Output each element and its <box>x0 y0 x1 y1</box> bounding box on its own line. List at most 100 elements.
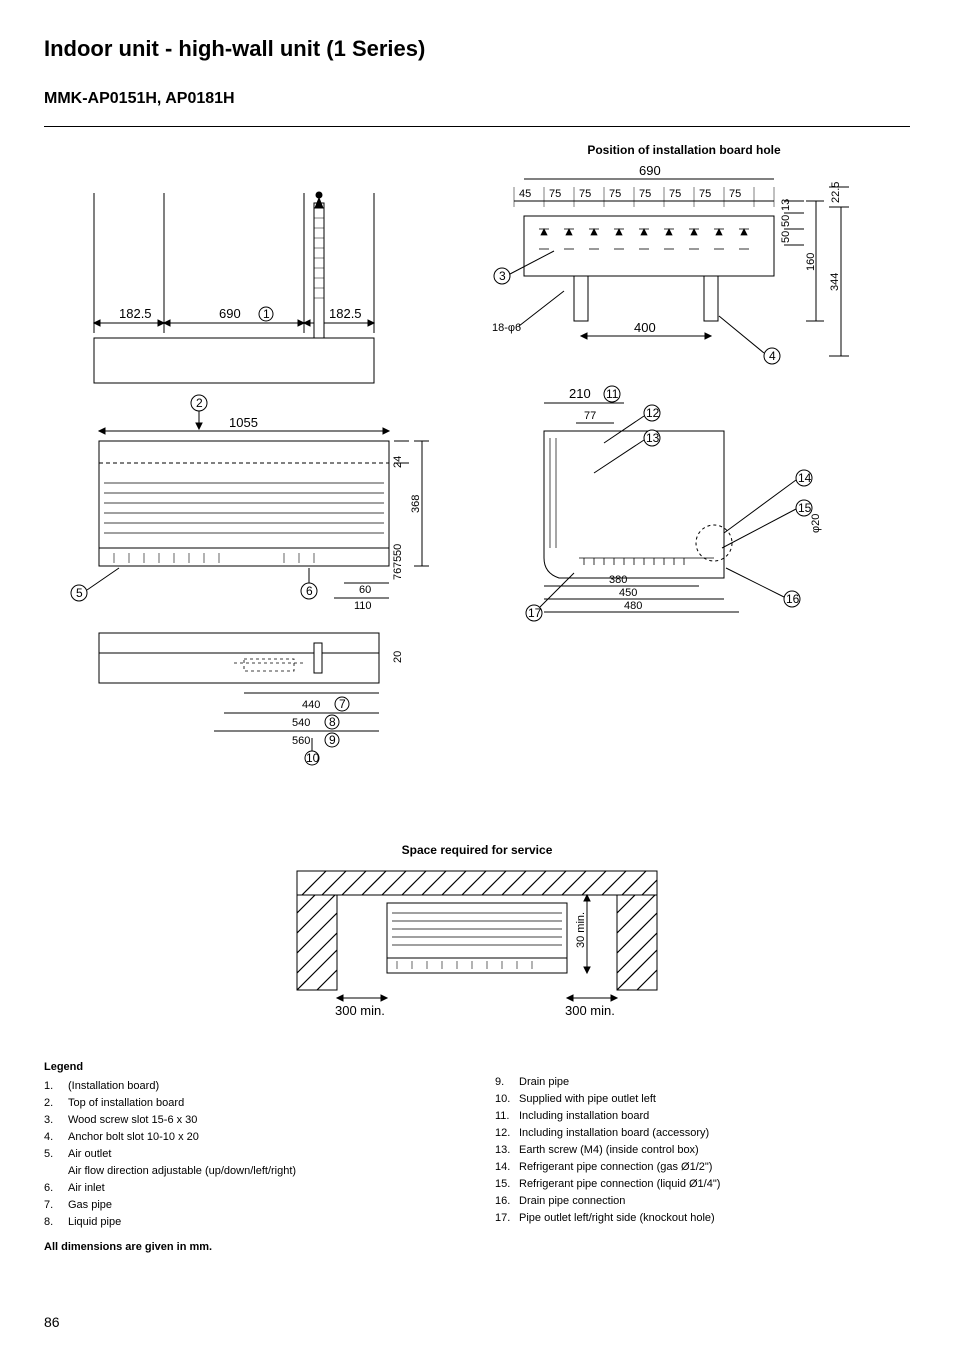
legend-num: 12. <box>495 1125 519 1142</box>
svg-text:75: 75 <box>669 188 681 200</box>
legend-num: 17. <box>495 1210 519 1227</box>
svg-text:75: 75 <box>729 188 741 200</box>
svg-text:560: 560 <box>292 735 310 747</box>
legend-text: Refrigerant pipe connection (liquid Ø1/4… <box>519 1176 720 1193</box>
legend-num: 16. <box>495 1193 519 1210</box>
legend-row: 3.Wood screw slot 15-6 x 30 <box>44 1112 459 1129</box>
svg-text:690: 690 <box>639 163 661 178</box>
legend-row: 4.Anchor bolt slot 10-10 x 20 <box>44 1129 459 1146</box>
legend-num: 13. <box>495 1142 519 1159</box>
svg-text:480: 480 <box>624 600 642 612</box>
svg-text:110: 110 <box>354 600 372 612</box>
svg-text:22.5: 22.5 <box>830 182 842 203</box>
svg-text:20: 20 <box>392 651 404 663</box>
legend-text: Liquid pipe <box>68 1214 121 1231</box>
legend-text: Gas pipe <box>68 1197 112 1214</box>
svg-text:10: 10 <box>306 751 320 765</box>
svg-text:30 min.: 30 min. <box>575 912 587 948</box>
legend-row: 7.Gas pipe <box>44 1197 459 1214</box>
legend-row: 2.Top of installation board <box>44 1095 459 1112</box>
label-position: Position of installation board hole <box>534 143 834 157</box>
svg-text:440: 440 <box>302 699 320 711</box>
svg-text:18-φ6: 18-φ6 <box>492 322 521 334</box>
svg-text:24: 24 <box>392 456 404 468</box>
svg-text:7: 7 <box>339 697 346 711</box>
legend-text: Anchor bolt slot 10-10 x 20 <box>68 1129 199 1146</box>
legend-num: 15. <box>495 1176 519 1193</box>
legend-row: 5.Air outlet <box>44 1146 459 1163</box>
legend-row: 14.Refrigerant pipe connection (gas Ø1/2… <box>495 1159 910 1176</box>
legend-text: Wood screw slot 15-6 x 30 <box>68 1112 197 1129</box>
svg-text:75: 75 <box>549 188 561 200</box>
svg-text:2: 2 <box>196 396 203 410</box>
legend-row: 17.Pipe outlet left/right side (knockout… <box>495 1210 910 1227</box>
svg-text:75: 75 <box>699 188 711 200</box>
legend-row: 10.Supplied with pipe outlet left <box>495 1091 910 1108</box>
legend-text: Including installation board (accessory) <box>519 1125 709 1142</box>
diagram-front-view: 2 1055 <box>44 393 464 613</box>
legend-row: 13.Earth screw (M4) (inside control box) <box>495 1142 910 1159</box>
svg-text:380: 380 <box>609 574 627 586</box>
svg-text:11: 11 <box>606 387 619 401</box>
divider <box>44 126 910 127</box>
svg-text:75: 75 <box>609 188 621 200</box>
svg-text:75: 75 <box>392 556 404 568</box>
svg-text:75: 75 <box>639 188 651 200</box>
legend-text: Air outlet <box>68 1146 111 1163</box>
legend-text: Top of installation board <box>68 1095 184 1112</box>
legend-text: Refrigerant pipe connection (gas Ø1/2") <box>519 1159 712 1176</box>
svg-text:75: 75 <box>579 188 591 200</box>
svg-text:1: 1 <box>263 307 270 321</box>
svg-text:400: 400 <box>634 320 656 335</box>
legend-row: 11.Including installation board <box>495 1108 910 1125</box>
svg-text:50: 50 <box>780 231 792 243</box>
svg-text:1055: 1055 <box>229 415 258 430</box>
svg-text:14: 14 <box>798 471 812 485</box>
legend-row: 16.Drain pipe connection <box>495 1193 910 1210</box>
legend-row: 6.Air inlet <box>44 1180 459 1197</box>
svg-text:368: 368 <box>410 495 422 513</box>
legend-row: Air flow direction adjustable (up/down/l… <box>44 1163 459 1180</box>
legend-text: Pipe outlet left/right side (knockout ho… <box>519 1210 715 1227</box>
svg-text:13: 13 <box>780 199 792 211</box>
legend-header: Legend <box>44 1059 459 1076</box>
page-number: 86 <box>44 1314 60 1330</box>
diagrams: 182.5 690 182.5 1 Position of installati… <box>44 143 910 783</box>
svg-text:45: 45 <box>519 188 531 200</box>
svg-text:210: 210 <box>569 386 591 401</box>
legend-num: 14. <box>495 1159 519 1176</box>
svg-text:690: 690 <box>219 306 241 321</box>
svg-text:300 min.: 300 min. <box>335 1003 385 1018</box>
svg-text:182.5: 182.5 <box>119 306 152 321</box>
svg-text:344: 344 <box>829 273 841 291</box>
diagram-bottom-view: 20 440 7 540 8 560 9 10 <box>44 623 464 783</box>
svg-text:76: 76 <box>392 568 404 580</box>
diagram-side-view: 210 11 77 <box>484 383 884 623</box>
legend-num: 1. <box>44 1078 68 1095</box>
svg-text:160: 160 <box>805 253 817 271</box>
svg-text:6: 6 <box>306 584 313 598</box>
legend-row: 15.Refrigerant pipe connection (liquid Ø… <box>495 1176 910 1193</box>
svg-text:60: 60 <box>359 584 371 596</box>
legend-num <box>44 1163 68 1180</box>
legend-num: 9. <box>495 1074 519 1091</box>
legend-text: Air inlet <box>68 1180 105 1197</box>
svg-text:540: 540 <box>292 717 310 729</box>
legend-text: Including installation board <box>519 1108 649 1125</box>
dimensions-note: All dimensions are given in mm. <box>44 1241 910 1253</box>
legend-num: 11. <box>495 1108 519 1125</box>
svg-text:9: 9 <box>329 733 336 747</box>
legend-num: 8. <box>44 1214 68 1231</box>
legend-num: 3. <box>44 1112 68 1129</box>
legend-num: 2. <box>44 1095 68 1112</box>
svg-text:450: 450 <box>619 587 637 599</box>
legend-text: Drain pipe <box>519 1074 569 1091</box>
legend-num: 10. <box>495 1091 519 1108</box>
legend-row: 9.Drain pipe <box>495 1074 910 1091</box>
svg-text:16: 16 <box>786 592 800 606</box>
svg-text:182.5: 182.5 <box>329 306 362 321</box>
legend-num: 6. <box>44 1180 68 1197</box>
page-title: Indoor unit - high-wall unit (1 Series) <box>44 36 910 62</box>
diagram-service-space: 30 min. 300 min. 300 min. <box>277 863 677 1023</box>
svg-text:13: 13 <box>646 431 660 445</box>
